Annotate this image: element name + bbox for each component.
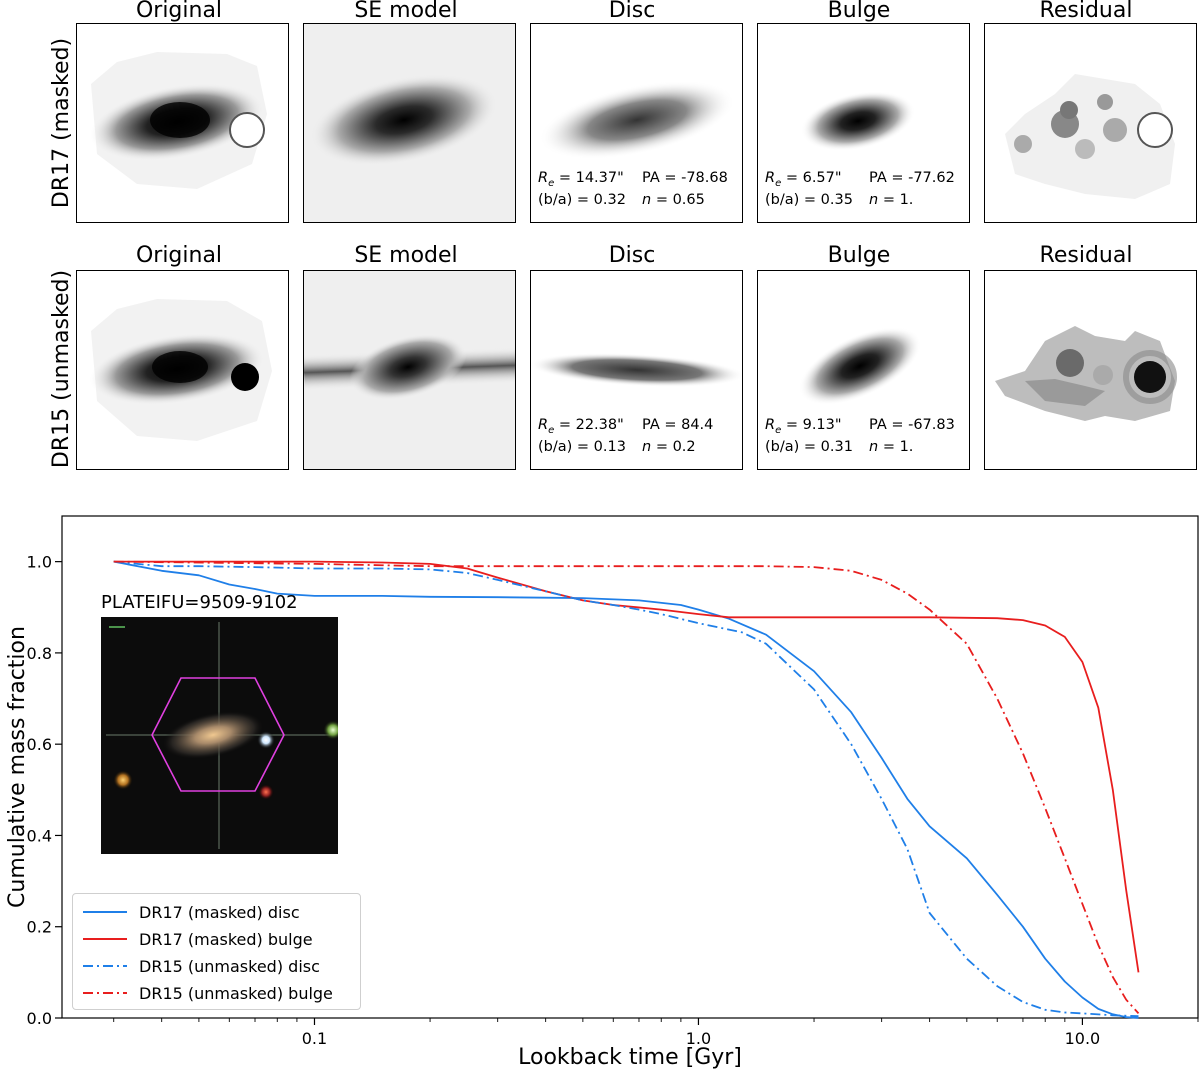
panel-bulge-dr17: Re = 6.57" PA = -77.62 (b/a) = 0.35 n = … xyxy=(757,23,970,223)
panel-original-dr15 xyxy=(76,270,289,470)
legend-label-dr17-bulge: DR17 (masked) bulge xyxy=(139,929,313,949)
series-line-2 xyxy=(113,560,1139,1018)
panel-title-bulge-r2: Bulge xyxy=(827,243,891,268)
panel-semodel-dr17 xyxy=(303,23,516,223)
panel-bulge-dr15: Re = 9.13" PA = -67.83 (b/a) = 0.31 n = … xyxy=(757,270,970,470)
panel-title-disc-r1: Disc xyxy=(608,0,656,23)
panel-title-original-r2: Original xyxy=(135,243,223,268)
series-line-3 xyxy=(113,560,1140,1015)
legend-label-dr17-disc: DR17 (masked) disc xyxy=(139,902,300,922)
disc-dr15-pa: PA = 84.4 xyxy=(642,417,714,433)
legend-item-dr17-disc: DR17 (masked) disc xyxy=(83,899,300,925)
legend-item-dr15-disc: DR15 (unmasked) disc xyxy=(83,953,320,979)
panel-title-original-r1: Original xyxy=(135,0,223,23)
axis-ticks: 0.1 1.0 10.0 0.0 0.2 0.4 0.6 0.8 1.0 xyxy=(27,553,1199,1048)
legend-item-dr15-bulge: DR15 (unmasked) bulge xyxy=(83,980,333,1006)
panel-disc-dr17: Re = 14.37" PA = -78.68 (b/a) = 0.32 n =… xyxy=(530,23,743,223)
disc-dr15-n: n = 0.2 xyxy=(642,439,696,455)
legend-item-dr17-bulge: DR17 (masked) bulge xyxy=(83,926,313,952)
bulge-dr15-pa: PA = -67.83 xyxy=(869,417,955,433)
legend-label-dr15-bulge: DR15 (unmasked) bulge xyxy=(139,983,333,1003)
series-lines xyxy=(113,560,1140,1019)
legend: DR17 (masked) disc DR17 (masked) bulge D… xyxy=(72,893,361,1010)
x-axis-label: Lookback time [Gyr] xyxy=(518,1045,742,1070)
bulge-dr17-pa: PA = -77.62 xyxy=(869,170,955,186)
series-line-0 xyxy=(113,560,1139,1019)
x-tick-label: 10.0 xyxy=(1065,1029,1101,1048)
legend-swatch-dr15-bulge xyxy=(83,992,127,994)
panel-title-semodel-r2: SE model xyxy=(354,243,458,268)
y-tick-label: 0.6 xyxy=(27,735,52,754)
y-axis-label: Cumulative mass fraction xyxy=(5,626,30,908)
bulge-dr15-ba: (b/a) = 0.31 xyxy=(765,439,853,455)
legend-swatch-dr17-bulge xyxy=(83,938,127,940)
bulge-dr17-re: Re = 6.57" xyxy=(765,170,842,189)
disc-dr17-pa: PA = -78.68 xyxy=(642,170,728,186)
inset-title: PLATEIFU=9509-9102 xyxy=(101,592,298,613)
bulge-dr15-re: Re = 9.13" xyxy=(765,417,842,436)
bulge-dr15-n: n = 1. xyxy=(869,439,914,455)
panel-original-dr17 xyxy=(76,23,289,223)
y-tick-label: 1.0 xyxy=(27,553,52,572)
legend-swatch-dr15-disc xyxy=(83,965,127,967)
bulge-dr17-ba: (b/a) = 0.35 xyxy=(765,192,853,208)
panel-residual-dr17 xyxy=(984,23,1197,223)
x-tick-label: 0.1 xyxy=(302,1029,327,1048)
disc-dr17-ba: (b/a) = 0.32 xyxy=(538,192,626,208)
bulge-dr17-n: n = 1. xyxy=(869,192,914,208)
disc-dr17-n: n = 0.65 xyxy=(642,192,705,208)
panel-disc-dr15: Re = 22.38" PA = 84.4 (b/a) = 0.13 n = 0… xyxy=(530,270,743,470)
y-tick-label: 0.8 xyxy=(27,644,52,663)
y-tick-label: 0.2 xyxy=(27,918,52,937)
panel-title-disc-r2: Disc xyxy=(608,243,656,268)
inset-image xyxy=(101,617,338,854)
legend-label-dr15-disc: DR15 (unmasked) disc xyxy=(139,956,320,976)
panel-title-bulge-r1: Bulge xyxy=(827,0,891,23)
panel-title-semodel-r1: SE model xyxy=(354,0,458,23)
x-tick-label: 1.0 xyxy=(686,1029,711,1048)
y-tick-label: 0.0 xyxy=(27,1009,52,1028)
disc-dr15-re: Re = 22.38" xyxy=(538,417,624,436)
panel-semodel-dr15 xyxy=(303,270,516,470)
disc-dr17-re: Re = 14.37" xyxy=(538,170,624,189)
ifu-hexagon xyxy=(151,677,285,792)
y-tick-label: 0.4 xyxy=(27,826,52,845)
panel-title-residual-r2: Residual xyxy=(1039,243,1133,268)
legend-swatch-dr17-disc xyxy=(83,911,127,913)
panel-residual-dr15 xyxy=(984,270,1197,470)
plot-frame xyxy=(61,515,1199,1019)
panel-title-residual-r1: Residual xyxy=(1039,0,1133,23)
disc-dr15-ba: (b/a) = 0.13 xyxy=(538,439,626,455)
